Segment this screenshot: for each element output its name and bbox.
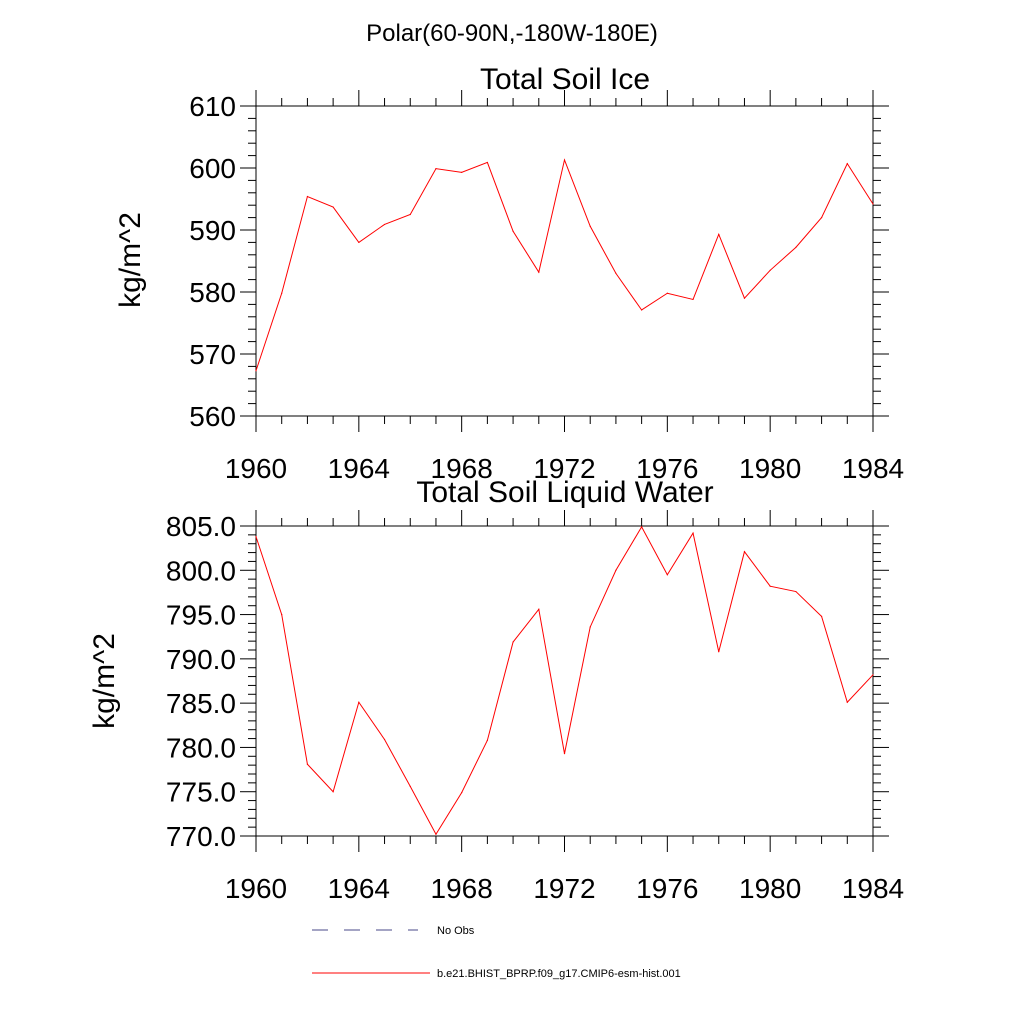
data-point: [409, 213, 411, 216]
panel-total-soil-liquid-water: Total Soil Liquid Water kg/m^2 770.0 775.…: [88, 476, 904, 904]
x-tick-label: 1960: [225, 873, 287, 904]
x-tick-label: 1972: [533, 873, 595, 904]
data-point: [255, 536, 257, 538]
y-tick-label: 770.0: [166, 821, 236, 852]
x-tick-label: 1964: [328, 873, 390, 904]
data-point: [769, 269, 771, 271]
x-tick-label: 1972: [533, 453, 595, 484]
data-point: [846, 701, 848, 703]
data-point: [332, 791, 334, 793]
data-point: [486, 739, 488, 741]
data-point: [615, 272, 617, 274]
x-tick-label: 1976: [636, 873, 698, 904]
x-tick-label: 1984: [842, 873, 904, 904]
data-point: [486, 161, 488, 164]
data-point: [769, 585, 771, 587]
data-point: [383, 223, 386, 226]
y-tick-label: 800.0: [166, 555, 236, 586]
data-point: [409, 785, 411, 788]
data-point: [820, 615, 823, 617]
data-point: [461, 171, 463, 173]
x-tick-label: 1976: [636, 453, 698, 484]
data-point: [795, 246, 797, 248]
y-axis-label: kg/m^2: [88, 633, 121, 729]
data-point: [281, 613, 283, 616]
y-tick-label: 600: [189, 153, 236, 184]
x-tick-label: 1980: [739, 453, 801, 484]
data-point: [512, 230, 514, 232]
y-tick-label: 805.0: [166, 511, 236, 542]
data-point: [563, 753, 566, 755]
y-tick-label: 775.0: [166, 777, 236, 808]
x-tick-label: 1984: [842, 453, 904, 484]
data-point: [306, 763, 309, 765]
x-tick-label: 1980: [739, 873, 801, 904]
data-point: [820, 217, 823, 219]
y-tick-label: 580: [189, 277, 236, 308]
data-point: [795, 590, 797, 593]
data-point: [666, 292, 668, 294]
data-point: [512, 641, 514, 643]
y-tick-label: 790.0: [166, 644, 236, 675]
data-point: [718, 233, 720, 235]
data-point: [358, 701, 360, 703]
data-point: [692, 532, 694, 534]
x-tick-label: 1964: [328, 453, 390, 484]
data-point: [281, 292, 283, 294]
data-point: [538, 271, 540, 273]
y-tick-label: 570: [189, 339, 236, 370]
y-tick-label: 610: [189, 91, 236, 122]
data-point: [692, 298, 694, 301]
y-tick-label: 785.0: [166, 688, 236, 719]
y-tick-label: 795.0: [166, 600, 236, 631]
data-point: [461, 792, 463, 794]
series-line: [255, 158, 874, 371]
data-point: [589, 626, 591, 628]
panel-title: Total Soil Liquid Water: [416, 476, 713, 509]
data-point: [383, 738, 386, 741]
data-point: [538, 608, 540, 610]
plot-frame: [255, 525, 874, 837]
x-tick-label: 1968: [431, 453, 493, 484]
y-tick-label: 590: [189, 215, 236, 246]
data-point: [435, 168, 437, 170]
figure-suptitle: Polar(60-90N,-180W-180E): [366, 20, 658, 47]
data-point: [666, 574, 668, 576]
x-tick-label: 1960: [225, 453, 287, 484]
data-point: [358, 241, 360, 243]
data-point: [435, 833, 437, 835]
legend-label: b.e21.BHIST_BPRP.f09_g17.CMIP6-esm-hist.…: [437, 968, 681, 980]
data-point: [743, 297, 746, 299]
x-tick-label: 1968: [431, 873, 493, 904]
data-point: [306, 195, 309, 198]
y-axis-label: kg/m^2: [114, 212, 147, 308]
data-point: [641, 526, 643, 528]
series-line: [255, 525, 874, 836]
y-tick-label: 780.0: [166, 732, 236, 763]
data-point: [255, 370, 257, 372]
data-point: [563, 159, 566, 161]
data-point: [846, 163, 848, 165]
legend-label: No Obs: [437, 925, 475, 937]
data-point: [589, 225, 591, 227]
data-point: [872, 674, 874, 676]
data-point: [615, 569, 617, 571]
data-point: [718, 651, 720, 653]
panel-total-soil-ice: Total Soil Ice kg/m^2 560570580590600610…: [114, 63, 904, 484]
data-point: [332, 206, 334, 208]
y-tick-label: 560: [189, 401, 236, 432]
legend: No Obs b.e21.BHIST_BPRP.f09_g17.CMIP6-es…: [312, 925, 681, 980]
data-point: [743, 551, 746, 553]
data-point: [641, 309, 643, 311]
data-point: [872, 203, 874, 205]
